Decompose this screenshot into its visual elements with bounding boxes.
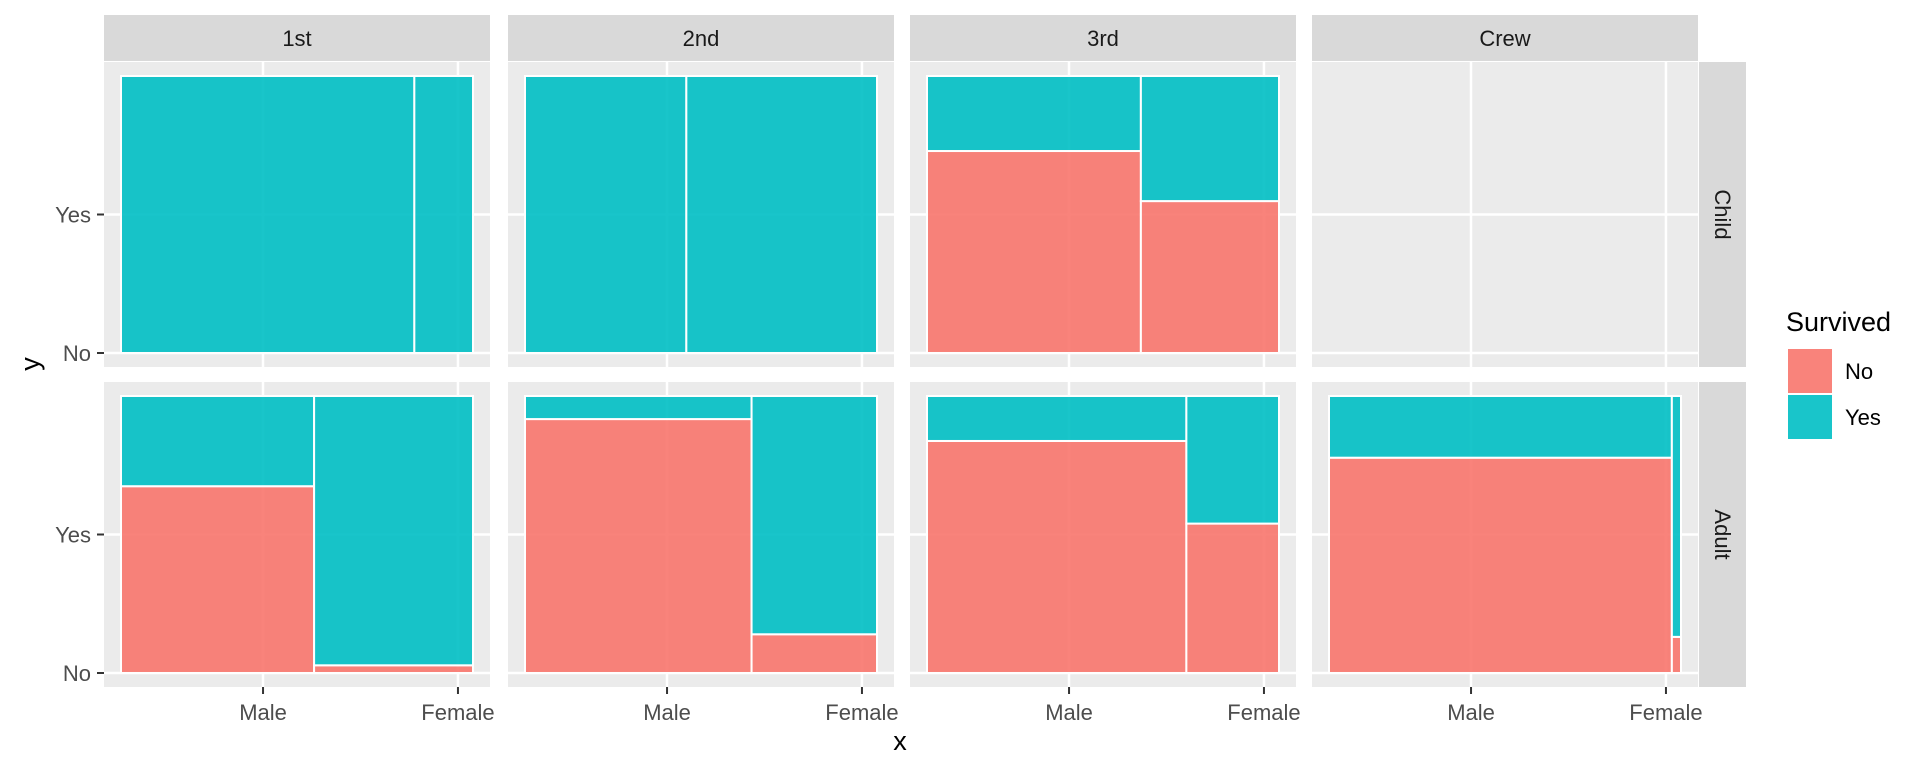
mosaic-tile-male-yes xyxy=(926,395,1188,442)
mosaic-tile-female-yes xyxy=(750,395,878,636)
facet-strip-col xyxy=(104,15,490,61)
y-axis-title: y xyxy=(15,357,45,371)
x-tick-label: Female xyxy=(421,700,494,725)
mosaic-tile-female-no xyxy=(750,633,878,674)
legend-key-no xyxy=(1788,349,1832,393)
legend-title: Survived xyxy=(1786,307,1891,337)
mosaic-tile-male-no xyxy=(926,150,1142,354)
mosaic-tile-female-no xyxy=(1670,635,1682,675)
mosaic-tile-female-yes xyxy=(413,75,475,354)
x-tick-label: Female xyxy=(1629,700,1702,725)
facet-label-row: Adult xyxy=(1710,509,1735,559)
mosaic-tile-male-no xyxy=(524,418,753,675)
mosaic-tile-female-yes xyxy=(1139,75,1280,203)
facet-label-row: Child xyxy=(1710,189,1735,239)
y-tick-label: Yes xyxy=(55,203,91,228)
y-tick-label: No xyxy=(63,661,91,686)
x-tick-label: Male xyxy=(239,700,287,725)
mosaic-tile-male-no xyxy=(120,485,316,675)
y-tick-label: Yes xyxy=(55,523,91,548)
mosaic-tile-male-yes xyxy=(120,75,416,354)
facet-label-col: 2nd xyxy=(683,26,720,51)
legend-key-yes xyxy=(1788,395,1832,439)
mosaic-tile-female-no xyxy=(313,664,474,674)
mosaic-tile-female-no xyxy=(1139,200,1280,354)
legend-label-yes: Yes xyxy=(1845,405,1881,430)
mosaic-tile-male-yes xyxy=(120,395,316,488)
x-tick-label: Male xyxy=(643,700,691,725)
facet-strip-row xyxy=(1699,382,1746,687)
mosaic-tile-male-no xyxy=(926,439,1188,674)
facet-strip-col xyxy=(1312,15,1698,61)
facet-label-col: 1st xyxy=(282,26,311,51)
mosaic-tile-female-yes xyxy=(1185,395,1280,525)
facet-strip-col xyxy=(910,15,1296,61)
mosaic-tile-male-yes xyxy=(524,75,688,354)
mosaic-tile-female-yes xyxy=(1670,395,1682,638)
facet-label-col: 3rd xyxy=(1087,26,1119,51)
mosaic-tile-female-yes xyxy=(313,395,474,667)
mosaic-tile-male-yes xyxy=(1328,395,1673,459)
mosaic-tile-female-no xyxy=(1185,522,1280,675)
x-tick-label: Female xyxy=(1227,700,1300,725)
x-tick-label: Male xyxy=(1447,700,1495,725)
x-tick-label: Female xyxy=(825,700,898,725)
mosaic-tile-male-no xyxy=(1328,456,1673,674)
x-tick-label: Male xyxy=(1045,700,1093,725)
x-axis-title: x xyxy=(893,726,907,756)
mosaic-tile-male-yes xyxy=(524,395,753,421)
facet-strip-col xyxy=(508,15,894,61)
y-tick-label: No xyxy=(63,341,91,366)
facet-strip-row xyxy=(1699,62,1746,367)
mosaic-tile-female-yes xyxy=(685,75,878,354)
mosaic-tile-male-yes xyxy=(926,75,1142,153)
facet-label-col: Crew xyxy=(1479,26,1530,51)
legend-label-no: No xyxy=(1845,359,1873,384)
